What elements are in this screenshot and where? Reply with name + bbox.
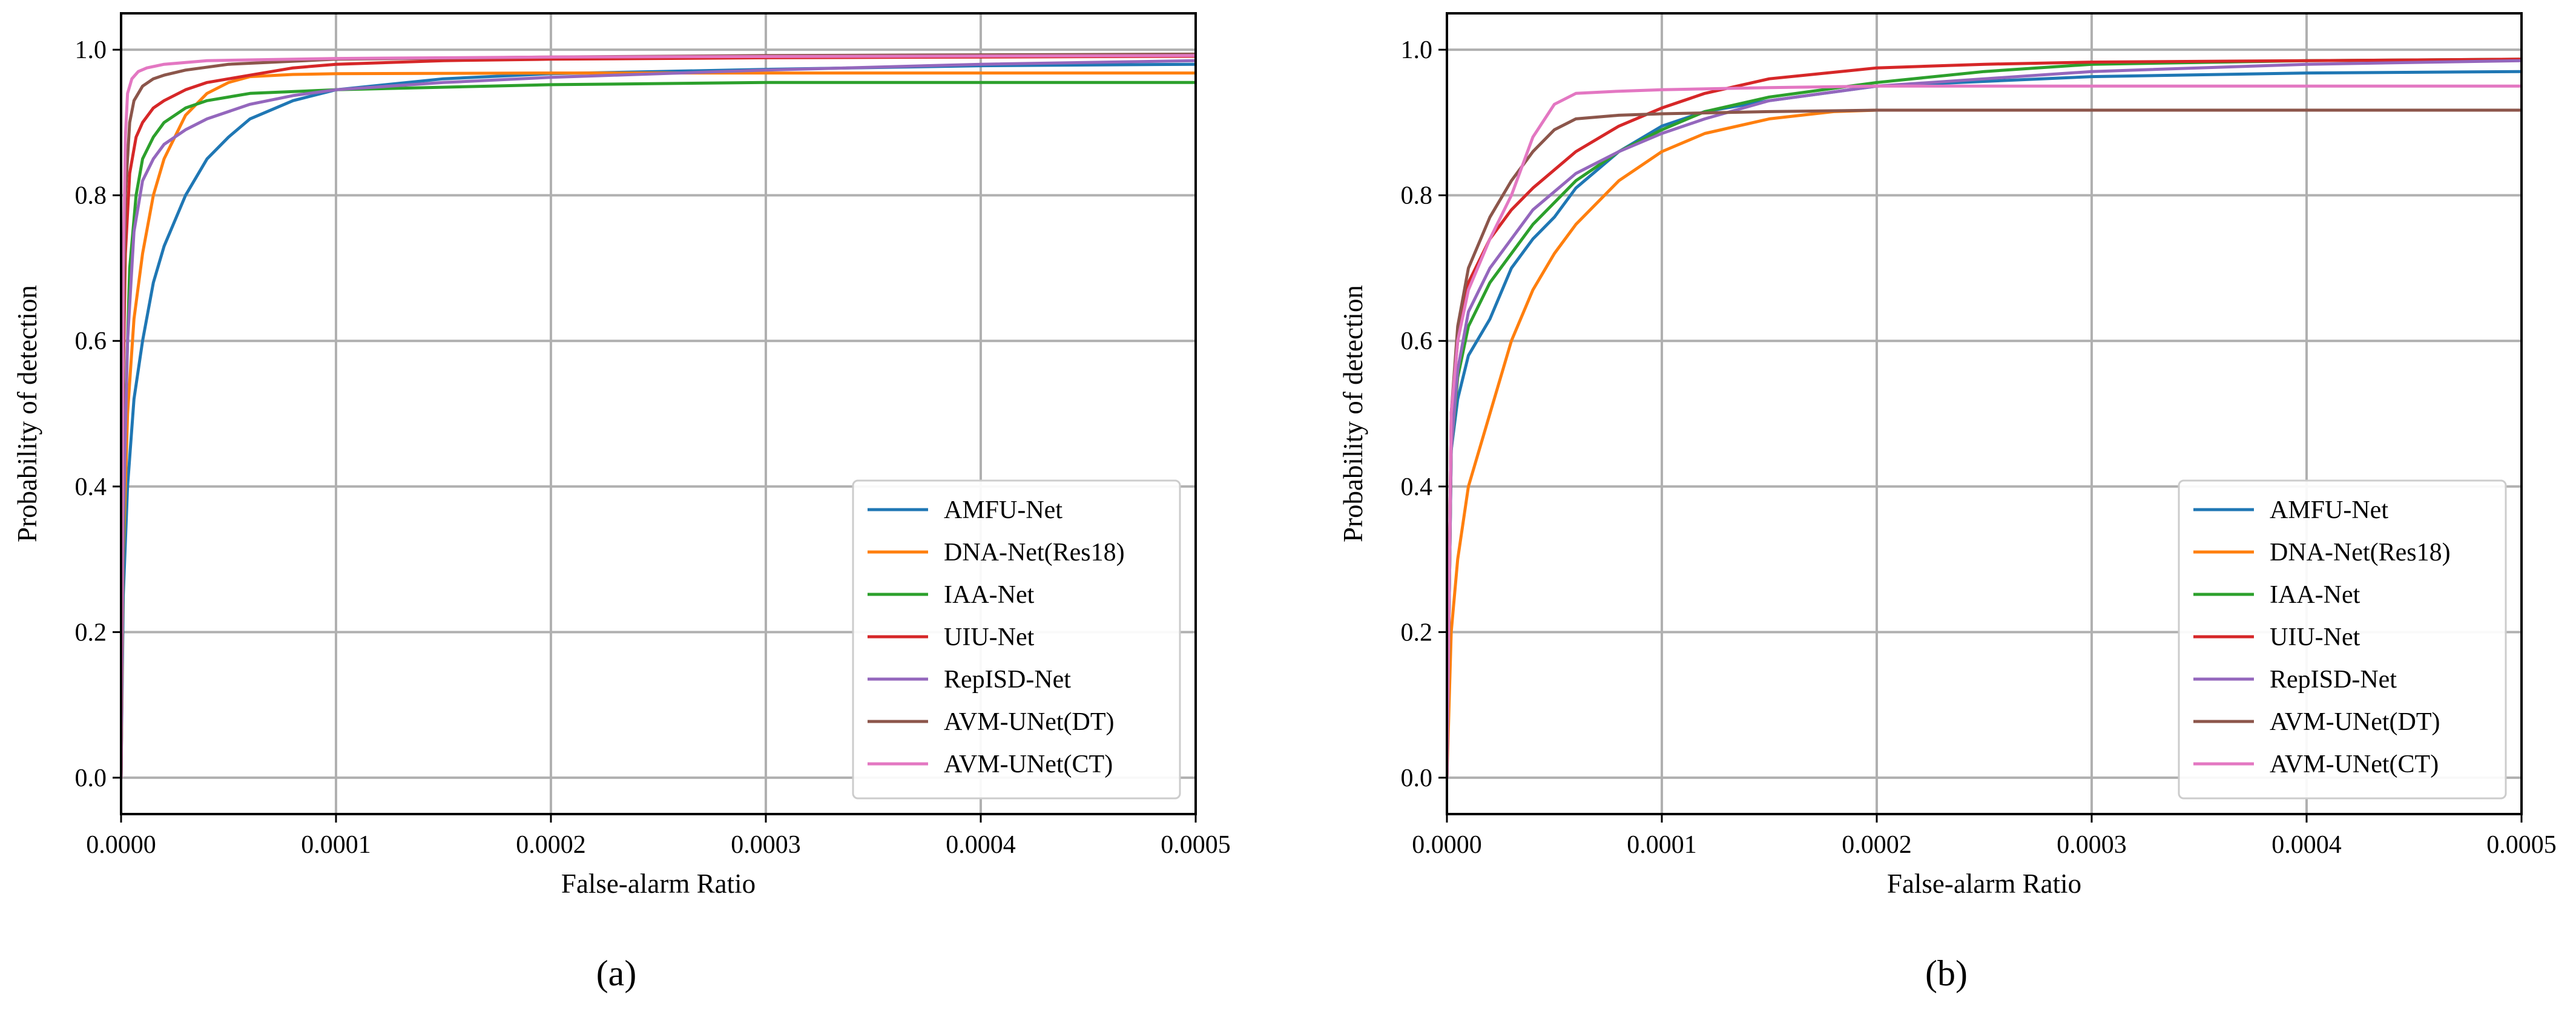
x-axis-label: False-alarm Ratio xyxy=(1887,869,2081,899)
x-tick-label: 0.0002 xyxy=(1842,831,1912,859)
x-tick-label: 0.0004 xyxy=(2271,831,2342,859)
x-tick-label: 0.0005 xyxy=(1161,831,1231,859)
legend-label: DNA-Net(Res18) xyxy=(944,539,1125,567)
legend-label: AVM-UNet(DT) xyxy=(2270,708,2440,736)
series-line-dna-net-res18- xyxy=(121,71,1196,778)
y-tick-label: 1.0 xyxy=(1401,36,1433,64)
series-line-repisd-net xyxy=(121,59,1196,778)
series-line-uiu-net xyxy=(121,54,1196,778)
legend-label: AMFU-Net xyxy=(944,496,1062,524)
legend-box xyxy=(852,479,1181,800)
legend-label: UIU-Net xyxy=(2270,623,2360,651)
plot-frame xyxy=(1446,12,2523,815)
y-tick-label: 0.0 xyxy=(75,764,107,792)
x-tick-label: 0.0003 xyxy=(731,831,801,859)
x-tick-label: 0.0001 xyxy=(1627,831,1697,859)
y-tick-label: 0.6 xyxy=(1401,327,1433,355)
x-tick-label: 0.0005 xyxy=(2486,831,2557,859)
legend-label: DNA-Net(Res18) xyxy=(2270,539,2451,567)
legend-label: AMFU-Net xyxy=(2270,496,2388,524)
y-axis-label: Probability of detection xyxy=(1338,285,1368,542)
legend-label: IAA-Net xyxy=(944,581,1035,609)
x-tick-label: 0.0001 xyxy=(301,831,371,859)
y-tick-label: 0.6 xyxy=(75,327,107,355)
y-tick-label: 0.2 xyxy=(75,619,107,646)
x-tick-label: 0.0002 xyxy=(516,831,586,859)
y-tick-label: 0.8 xyxy=(1401,182,1433,210)
x-axis-label: False-alarm Ratio xyxy=(561,869,756,899)
panel-label: (a) xyxy=(596,953,637,993)
y-tick-label: 0.8 xyxy=(75,182,107,210)
legend-label: AVM-UNet(CT) xyxy=(2270,751,2439,778)
legend-label: AVM-UNet(CT) xyxy=(944,751,1113,778)
y-tick-label: 0.2 xyxy=(1401,619,1433,646)
series-line-amfu-net xyxy=(1447,70,2522,778)
x-tick-label: 0.0000 xyxy=(1412,831,1482,859)
legend-label: RepISD-Net xyxy=(944,666,1071,694)
legend-label: AVM-UNet(DT) xyxy=(944,708,1115,736)
legend: AMFU-Net DNA-Net(Res18) IAA-Net UIU-Net RepI… xyxy=(2178,479,2507,800)
series-line-avm-unet-ct- xyxy=(121,54,1196,778)
series-group xyxy=(1447,58,2522,778)
y-tick-label: 0.4 xyxy=(75,473,107,501)
x-tick-label: 0.0003 xyxy=(2057,831,2127,859)
chart-panel-b: 0.0000 0.0001 0.0002 0.0003 0.0004 0.0005 0.0 0… xyxy=(1338,12,2557,993)
series-group xyxy=(121,52,1196,778)
series-line-avm-unet-ct- xyxy=(1447,84,2522,778)
legend-label: RepISD-Net xyxy=(2270,666,2397,694)
legend-label: UIU-Net xyxy=(944,623,1035,651)
x-tick-label: 0.0004 xyxy=(946,831,1016,859)
legend: AMFU-Net DNA-Net(Res18) IAA-Net UIU-Net RepI… xyxy=(852,479,1181,800)
x-tick-label: 0.0000 xyxy=(86,831,156,859)
series-line-repisd-net xyxy=(1447,59,2522,778)
plot-frame xyxy=(120,12,1197,815)
series-line-avm-unet-dt- xyxy=(1447,108,2522,778)
y-axis-label: Probability of detection xyxy=(12,285,42,542)
chart-panel-a: 0.0000 0.0001 0.0002 0.0003 0.0004 0.0005 0.0 0… xyxy=(12,12,1231,993)
legend-label: IAA-Net xyxy=(2270,581,2360,609)
y-tick-label: 0.4 xyxy=(1401,473,1433,501)
panel-label: (b) xyxy=(1925,953,1968,993)
y-tick-label: 0.0 xyxy=(1401,764,1433,792)
legend-box xyxy=(2178,479,2507,800)
y-tick-label: 1.0 xyxy=(75,36,107,64)
